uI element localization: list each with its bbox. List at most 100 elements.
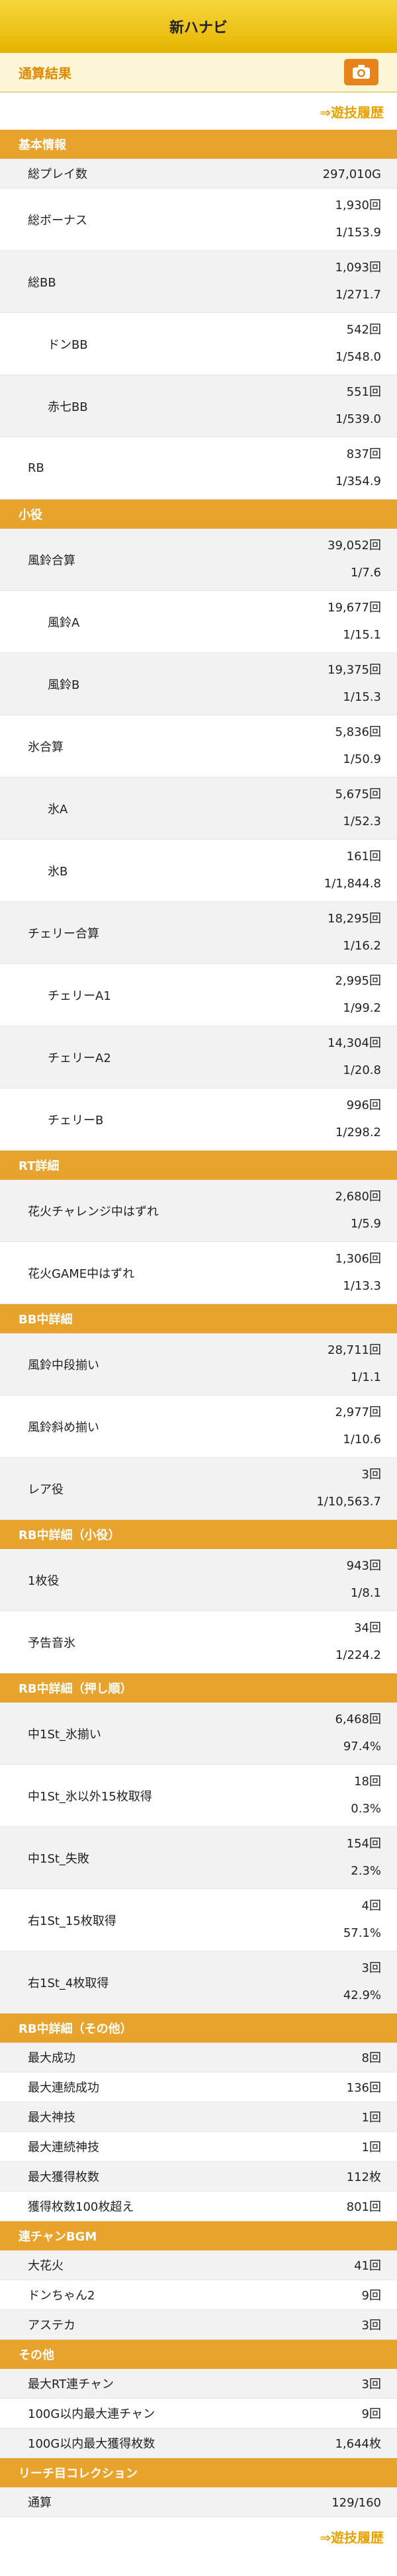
stat-values: 943回 1/8.1	[347, 1549, 381, 1611]
stat-rate: 1/1.1	[350, 1370, 381, 1384]
stat-rate: 1/153.9	[335, 225, 381, 240]
stat-label: アステカ	[28, 2319, 75, 2332]
stat-row: 右1St_4枚取得 3回 42.9%	[0, 1951, 397, 2014]
section-header: BB中詳細	[0, 1304, 397, 1333]
stat-count: 1回	[361, 2111, 381, 2125]
stat-values: 1,306回 1/13.3	[335, 1242, 381, 1304]
stat-label: 氷合算	[28, 740, 64, 754]
stat-count: 2,977回	[335, 1405, 381, 1420]
stat-label: 最大連続成功	[28, 2081, 99, 2095]
stat-label: 風鈴A	[48, 615, 80, 630]
stat-row: 中1St_氷以外15枚取得 18回 0.3%	[0, 1765, 397, 1827]
stat-count: 129/160	[331, 2496, 381, 2510]
stat-values: 9回	[362, 2399, 381, 2428]
stat-rate: 1/548.0	[335, 349, 381, 364]
stat-label: 風鈴中段揃い	[28, 1358, 99, 1372]
section-header: その他	[0, 2340, 397, 2369]
stat-row: チェリー合算 18,295回 1/16.2	[0, 902, 397, 964]
stat-count: 41回	[354, 2259, 381, 2273]
stat-row: 花火チャレンジ中はずれ 2,680回 1/5.9	[0, 1180, 397, 1242]
stat-label: 中1St_失敗	[28, 1851, 89, 1866]
section-header: RT詳細	[0, 1151, 397, 1180]
stat-row: 最大連続成功 136回	[0, 2072, 397, 2102]
stat-values: 3回 1/10,563.7	[316, 1458, 381, 1519]
stat-rate: 1/224.2	[335, 1648, 381, 1662]
stat-values: 1回	[362, 2132, 381, 2161]
stat-row: 最大獲得枚数 112枚	[0, 2162, 397, 2192]
stat-values: 6,468回 97.4%	[335, 1703, 381, 1764]
stat-label: 最大成功	[28, 2051, 75, 2065]
stat-count: 4回	[361, 1899, 381, 1914]
stat-rate: 1/16.2	[343, 938, 381, 953]
stat-count: 551回	[346, 385, 381, 400]
history-link-row-bottom: ⇒遊技履歴	[0, 2517, 397, 2556]
stat-row: ドンBB 542回 1/548.0	[0, 313, 397, 375]
stat-count: 112枚	[346, 2170, 381, 2184]
stat-row: チェリーB 996回 1/298.2	[0, 1088, 397, 1151]
camera-icon	[353, 65, 370, 79]
stat-row: 風鈴A 19,677回 1/15.1	[0, 591, 397, 653]
history-link-top[interactable]: ⇒遊技履歴	[320, 104, 384, 120]
stat-label: 風鈴合算	[28, 553, 75, 568]
history-link-row: ⇒遊技履歴	[0, 93, 397, 130]
stat-values: 161回 1/1,844.8	[324, 840, 381, 901]
stat-rate: 1/99.2	[343, 1000, 381, 1015]
stat-row: アステカ 3回	[0, 2310, 397, 2340]
page-title: 新ハナビ	[169, 20, 228, 36]
section-header: RB中詳細（その他）	[0, 2014, 397, 2043]
stat-row: 獲得枚数100枚超え 801回	[0, 2192, 397, 2221]
stat-count: 996回	[346, 1098, 381, 1113]
stat-count: 3回	[361, 2319, 381, 2332]
stat-rate: 1/1,844.8	[324, 876, 381, 891]
stat-values: 129/160	[331, 2487, 381, 2516]
stat-values: 39,052回 1/7.6	[328, 529, 381, 590]
stat-row: 風鈴B 19,375回 1/15.3	[0, 653, 397, 715]
section-header: RB中詳細（小役）	[0, 1520, 397, 1549]
stat-count: 6,468回	[335, 1712, 381, 1727]
stat-values: 3回	[362, 2310, 381, 2339]
stat-values: 2,977回 1/10.6	[335, 1396, 381, 1457]
stat-values: 5,675回 1/52.3	[335, 777, 381, 839]
stat-label: 右1St_4枚取得	[28, 1976, 109, 1990]
stat-values: 18回 0.3%	[351, 1765, 381, 1826]
stat-values: 5,836回 1/50.9	[335, 715, 381, 777]
stat-rate: 1/539.0	[335, 412, 381, 426]
stat-row: 風鈴中段揃い 28,711回 1/1.1	[0, 1333, 397, 1396]
stat-label: チェリーA2	[48, 1051, 111, 1065]
section-header: 連チャンBGM	[0, 2221, 397, 2250]
stat-rate: 1/10,563.7	[316, 1494, 381, 1509]
stat-row: 氷合算 5,836回 1/50.9	[0, 715, 397, 777]
stat-values: 297,010G	[323, 159, 381, 188]
stat-values: 996回 1/298.2	[335, 1088, 381, 1150]
stat-rate: 1/50.9	[343, 752, 381, 766]
stat-values: 4回 57.1%	[343, 1889, 381, 1951]
stat-label: 獲得枚数100枚超え	[28, 2200, 134, 2214]
stat-count: 154回	[346, 1837, 381, 1851]
stat-rate: 1/271.7	[335, 287, 381, 302]
stat-count: 34回	[354, 1621, 381, 1636]
stat-count: 2,995回	[335, 974, 381, 989]
stat-row: 100G以内最大連チャン 9回	[0, 2399, 397, 2428]
section-header: RB中詳細（押し順）	[0, 1673, 397, 1703]
stat-count: 9回	[361, 2407, 381, 2421]
stat-count: 1回	[361, 2141, 381, 2154]
stat-count: 3回	[361, 1961, 381, 1976]
stat-row: チェリーA2 14,304回 1/20.8	[0, 1026, 397, 1088]
stat-count: 19,677回	[328, 601, 381, 615]
stat-count: 18,295回	[328, 912, 381, 926]
camera-button[interactable]	[344, 59, 378, 85]
stat-count: 14,304回	[328, 1036, 381, 1051]
history-link-bottom[interactable]: ⇒遊技履歴	[320, 2530, 384, 2546]
stat-label: 最大神技	[28, 2111, 75, 2125]
stat-label: 花火GAME中はずれ	[28, 1266, 135, 1281]
stat-label: 赤七BB	[48, 400, 88, 414]
stat-row: 風鈴合算 39,052回 1/7.6	[0, 529, 397, 591]
stat-values: 3回 42.9%	[343, 1951, 381, 2013]
stat-label: 氷B	[48, 864, 68, 879]
stat-count: 28,711回	[328, 1343, 381, 1358]
stat-count: 2,680回	[335, 1190, 381, 1204]
stat-row: 花火GAME中はずれ 1,306回 1/13.3	[0, 1242, 397, 1304]
stat-row: 氷B 161回 1/1,844.8	[0, 840, 397, 902]
stat-label: 100G以内最大連チャン	[28, 2407, 155, 2421]
stat-row: 総BB 1,093回 1/271.7	[0, 251, 397, 313]
